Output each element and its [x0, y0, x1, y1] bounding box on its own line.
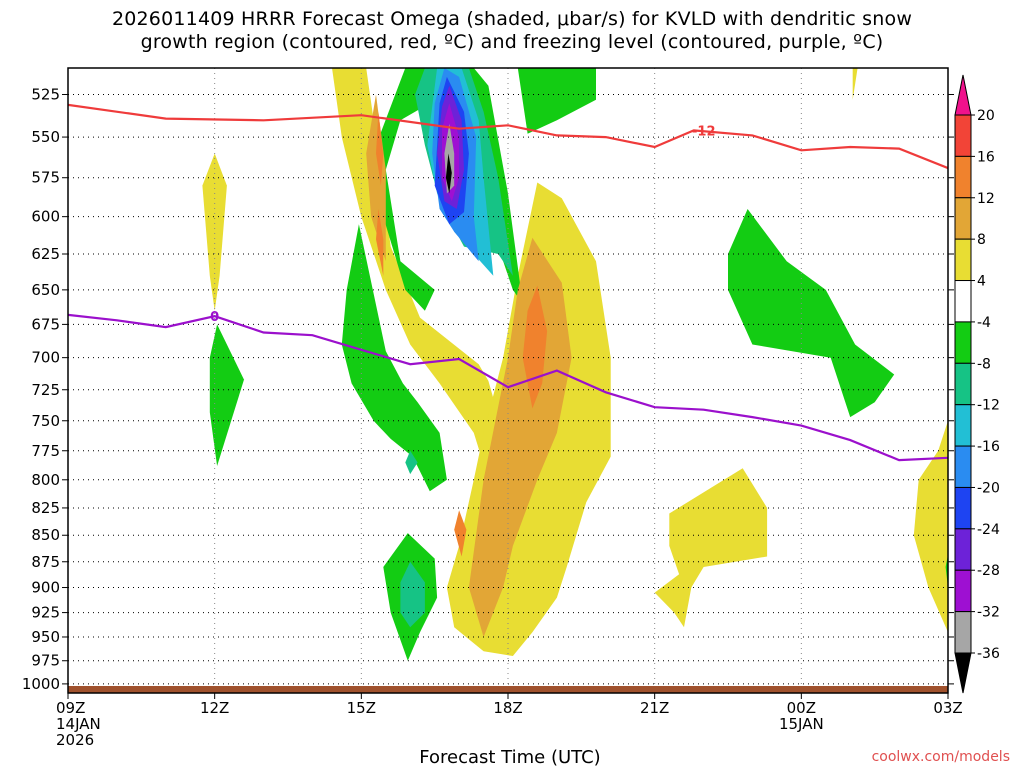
y-tick-label: 950: [31, 628, 60, 646]
omega-region-19: [852, 68, 858, 100]
colorbar-tick-label: -12: [977, 398, 1000, 414]
x-tick-label: 15Z: [347, 699, 376, 717]
omega-region-6: [209, 324, 244, 466]
x-tick-label: 09Z: [56, 699, 85, 717]
omega-region-14: [376, 111, 384, 186]
colorbar-bin: [954, 321, 972, 364]
colorbar-tick-label: 20: [977, 108, 995, 124]
omega-region-17: [654, 468, 768, 628]
colorbar-bin: [954, 238, 972, 282]
y-tick-label: 675: [31, 315, 60, 333]
y-tick-label: 775: [31, 442, 60, 460]
temperature-contours: [68, 103, 948, 462]
x-tick-label: 12Z: [200, 699, 229, 717]
freezing-level-line: [68, 313, 948, 462]
omega-region-15: [376, 209, 384, 276]
colorbar-bin: [954, 486, 972, 530]
omega-region-9: [400, 561, 425, 628]
credit-text: coolwx.com/models: [872, 749, 1010, 765]
y-axis: 525 550 575 600 625 650 675 700 725 750 775 800 825 8…: [22, 86, 954, 693]
omega-region-5: [341, 224, 447, 492]
colorbar-bin: [954, 197, 972, 240]
chart-title-line-1: 2026011409 HRRR Forecast Omega (shaded, …: [111, 8, 913, 30]
y-tick-label: 625: [31, 245, 60, 263]
colorbar-bin: [954, 445, 972, 488]
y-tick-label: 975: [31, 652, 60, 670]
y-tick-label: 850: [31, 526, 60, 544]
colorbar-tick-label: -8: [977, 356, 991, 372]
x-tick-label: 21Z: [640, 699, 669, 717]
colorbar-top-arrow: [954, 74, 972, 116]
colorbar-tick-label: 16: [977, 149, 995, 165]
y-tick-label: 925: [31, 604, 60, 622]
colorbar-bin: [954, 362, 972, 406]
omega-region-18: [913, 420, 948, 633]
colorbar-bin: [954, 569, 972, 613]
colorbar-bin: [954, 114, 972, 157]
colorbar-tick-label: -36: [977, 646, 1000, 662]
freezing-contour-label: 0: [210, 310, 219, 325]
colorbar-tick-label: -16: [977, 439, 1000, 455]
y-tick-label: 650: [31, 281, 60, 299]
colorbar-bin: [954, 528, 972, 571]
colorbar-bin: [954, 611, 972, 654]
chart-title-line-2: growth region (contoured, red, ºC) and f…: [140, 31, 884, 53]
omega-region-28: [445, 153, 452, 194]
y-tick-label: 900: [31, 579, 60, 597]
colorbar: 20 16 12 8 4 -4 -8 -12 -16 -20 -24 -28 -32 -36: [954, 74, 1000, 694]
colorbar-bin: [954, 280, 972, 323]
x-tick-label: 15JAN: [779, 715, 824, 733]
omega-region-4: [517, 68, 596, 134]
colorbar-tick-label: -20: [977, 480, 1000, 496]
colorbar-tick-label: 4: [977, 274, 986, 290]
y-tick-label: 600: [31, 208, 60, 226]
colorbar-tick-label: -24: [977, 522, 1000, 538]
dgz-contour-label: -12: [692, 124, 716, 139]
omega-region-8: [728, 209, 895, 418]
y-tick-label: 875: [31, 553, 60, 571]
colorbar-tick-label: -32: [977, 605, 1000, 621]
y-tick-label: 725: [31, 381, 60, 399]
colorbar-bottom-arrow: [954, 652, 972, 694]
colorbar-tick-label: 12: [977, 191, 995, 207]
x-tick-label: 03Z: [933, 699, 962, 717]
x-tick-label: 2026: [56, 731, 94, 749]
y-tick-label: 1000: [22, 675, 60, 693]
omega-region-10: [405, 450, 418, 475]
colorbar-tick-label: -28: [977, 563, 1000, 579]
omega-region-0: [202, 153, 227, 311]
y-tick-label: 550: [31, 128, 60, 146]
surface-ground: [68, 686, 948, 693]
omega-shading: [202, 68, 948, 661]
y-tick-label: 575: [31, 169, 60, 187]
x-axis-label: Forecast Time (UTC): [419, 747, 600, 768]
omega-region-16: [454, 510, 467, 557]
x-tick-label: 14JAN: [56, 715, 101, 733]
dgz-isotherm-line: [68, 103, 948, 170]
omega-region-13: [522, 285, 548, 409]
y-tick-label: 800: [31, 471, 60, 489]
y-tick-label: 825: [31, 499, 60, 517]
y-tick-label: 700: [31, 349, 60, 367]
grid-lines: [68, 68, 948, 693]
y-tick-label: 525: [31, 86, 60, 104]
x-tick-label: 18Z: [493, 699, 522, 717]
colorbar-bin: [954, 404, 972, 447]
colorbar-tick-label: -4: [977, 315, 991, 331]
colorbar-bin: [954, 155, 972, 199]
colorbar-tick-label: 8: [977, 232, 986, 248]
y-tick-label: 750: [31, 412, 60, 430]
x-tick-label: 00Z: [787, 699, 816, 717]
